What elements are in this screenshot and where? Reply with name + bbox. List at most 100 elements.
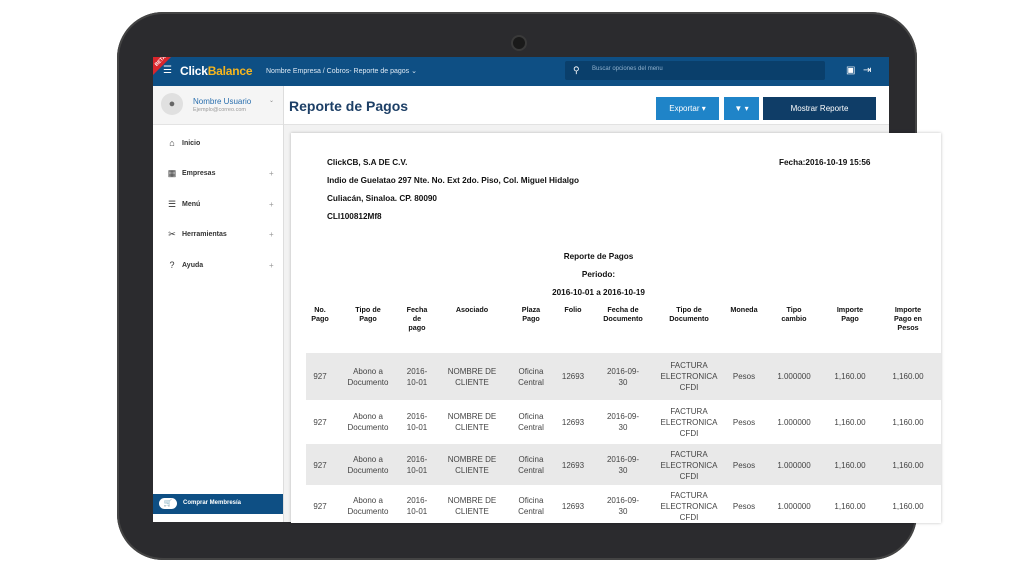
column-header: No. Pago: [311, 305, 329, 323]
table-cell: 1.000000: [777, 372, 811, 381]
period-label: Periodo:: [581, 270, 616, 279]
report-date: Fecha:2016-10-19 15:56: [779, 158, 871, 167]
table-cell: NOMBRE DE CLIENTE: [447, 366, 497, 387]
expand-plus-icon[interactable]: +: [269, 230, 274, 239]
table-cell: Oficina Central: [518, 366, 544, 387]
expand-plus-icon[interactable]: +: [269, 169, 274, 178]
top-bar: BETA ☰ ClickBalance Nombre Empresa / Cob…: [153, 57, 889, 86]
export-button[interactable]: Exportar ▾: [656, 97, 719, 120]
table-cell: Pesos: [732, 417, 756, 427]
table-cell: Abono a Documento: [347, 455, 389, 475]
list-icon: ☰: [167, 199, 177, 209]
table-cell: NOMBRE DE CLIENTE: [447, 496, 497, 516]
camera-icon: [511, 35, 527, 51]
table-cell: 2016- 10-01: [406, 412, 428, 432]
table-row[interactable]: 927 Abono a Documento 2016- 10-01 NOMBRE DE…: [306, 444, 941, 486]
table-cell: Pesos: [732, 372, 756, 381]
calendar-icon[interactable]: ▣: [846, 65, 856, 76]
buy-membership-button[interactable]: 🛒 Comprar Membresía: [153, 494, 283, 514]
filter-button[interactable]: ▼ ▾: [724, 97, 759, 120]
table-cell: 2016- 10-01: [406, 455, 428, 475]
table-cell: 12693: [561, 417, 585, 427]
table-cell: Pesos: [732, 501, 756, 511]
sidebar-item-3[interactable]: ✂ Herramientas +: [153, 224, 283, 246]
avatar: ●: [161, 93, 183, 115]
sidebar-item-label: Menú: [182, 201, 201, 208]
table-cell: 927: [313, 417, 327, 427]
column-header: Tipo de Pago: [355, 305, 381, 323]
table-cell: Oficina Central: [518, 496, 544, 516]
table-cell: 1,160.00: [834, 417, 866, 427]
table-cell: NOMBRE DE CLIENTE: [447, 455, 497, 475]
table-cell: 12693: [561, 501, 585, 511]
column-header: Tipo de Documento: [669, 305, 709, 323]
table-cell: 2016-09- 30: [606, 412, 640, 432]
column-header: Fecha de Documento: [603, 305, 643, 323]
cart-icon: 🛒: [159, 498, 177, 509]
sidebar-item-label: Herramientas: [182, 231, 227, 238]
table-row[interactable]: 927 Abono a Documento 2016- 10-01 NOMBRE DE…: [306, 353, 941, 400]
app-logo[interactable]: ClickBalance: [180, 64, 253, 78]
user-name: Nombre Usuario: [193, 97, 252, 106]
sidebar-item-label: Ayuda: [182, 262, 204, 269]
table-cell: 1.000000: [777, 501, 811, 511]
user-email: Ejemplo@correo.com: [193, 107, 246, 113]
home-icon: ⌂: [169, 138, 175, 148]
table-row[interactable]: 927 Abono a Documento 2016- 10-01 NOMBRE DE…: [306, 485, 941, 523]
table-cell: 927: [313, 372, 327, 381]
logo-click-text: Click: [180, 64, 208, 78]
show-report-button[interactable]: Mostrar Reporte: [763, 97, 876, 120]
sidebar-item-label: Inicio: [182, 140, 201, 147]
logo-balance-text: Balance: [207, 64, 253, 78]
table-cell: 2016-09- 30: [606, 455, 640, 475]
hamburger-menu-icon[interactable]: ☰: [163, 65, 172, 76]
sidebar-item-2[interactable]: ☰ Menú +: [153, 194, 283, 216]
table-cell: 12693: [561, 372, 585, 381]
column-header: Fecha de pago: [406, 305, 428, 332]
menu-search[interactable]: ⚲ Buscar opciones del menu: [565, 61, 825, 80]
table-cell: FACTURA ELECTRONICA CFDI: [660, 361, 718, 392]
table-cell: 1,160.00: [892, 372, 924, 381]
table-cell: 1,160.00: [834, 460, 866, 470]
company-rfc: CLI100812Mf8: [327, 212, 382, 221]
table-cell: Abono a Documento: [347, 412, 389, 432]
table-cell: 2016- 10-01: [406, 366, 428, 387]
table-cell: Abono a Documento: [347, 496, 389, 516]
search-placeholder: Buscar opciones del menu: [592, 66, 663, 72]
column-header: Tipo cambio: [781, 305, 807, 323]
page-title: Reporte de Pagos: [289, 98, 409, 114]
table-cell: 1.000000: [777, 417, 811, 427]
table-cell: 2016- 10-01: [406, 496, 428, 516]
report-sheet: ClickCB, S.A DE C.V. Indio de Guelatao 2…: [291, 133, 941, 523]
sidebar-item-4[interactable]: ? Ayuda +: [153, 255, 283, 277]
table-cell: 12693: [561, 460, 585, 470]
column-header: Moneda: [730, 305, 758, 314]
table-cell: 1,160.00: [892, 501, 924, 511]
search-icon: ⚲: [573, 65, 580, 75]
expand-plus-icon[interactable]: +: [269, 200, 274, 209]
table-cell: FACTURA ELECTRONICA CFDI: [660, 406, 718, 438]
tools-icon: ✂: [168, 229, 176, 239]
beta-ribbon: [153, 57, 171, 75]
sidebar-item-1[interactable]: ▦ Empresas +: [153, 163, 283, 185]
column-header: Importe Pago en Pesos: [894, 305, 922, 332]
column-header: Importe Pago: [836, 305, 864, 323]
breadcrumb[interactable]: Nombre Empresa / Cobros- Reporte de pago…: [266, 68, 417, 75]
user-panel[interactable]: ● Nombre Usuario Ejemplo@correo.com ⌄: [153, 86, 283, 125]
table-cell: FACTURA ELECTRONICA CFDI: [660, 449, 718, 481]
column-header: Plaza Pago: [521, 305, 541, 323]
period-range: 2016-10-01 a 2016-10-19: [552, 288, 645, 297]
table-row[interactable]: 927 Abono a Documento 2016- 10-01 NOMBRE DE…: [306, 401, 941, 443]
column-header: Asociado: [455, 305, 489, 314]
table-cell: Oficina Central: [518, 455, 544, 475]
table-cell: FACTURA ELECTRONICA CFDI: [660, 490, 718, 522]
chevron-down-icon[interactable]: ⌄: [269, 98, 275, 104]
logout-icon[interactable]: ⇥: [863, 65, 872, 76]
expand-plus-icon[interactable]: +: [269, 261, 274, 270]
table-cell: 927: [313, 501, 327, 511]
company-name: ClickCB, S.A DE C.V.: [327, 158, 408, 167]
report-title: Reporte de Pagos: [563, 252, 634, 261]
table-cell: 1,160.00: [892, 417, 924, 427]
sidebar-item-0[interactable]: ⌂ Inicio: [153, 133, 283, 155]
company-city: Culiacán, Sinaloa. CP. 80090: [327, 194, 437, 203]
